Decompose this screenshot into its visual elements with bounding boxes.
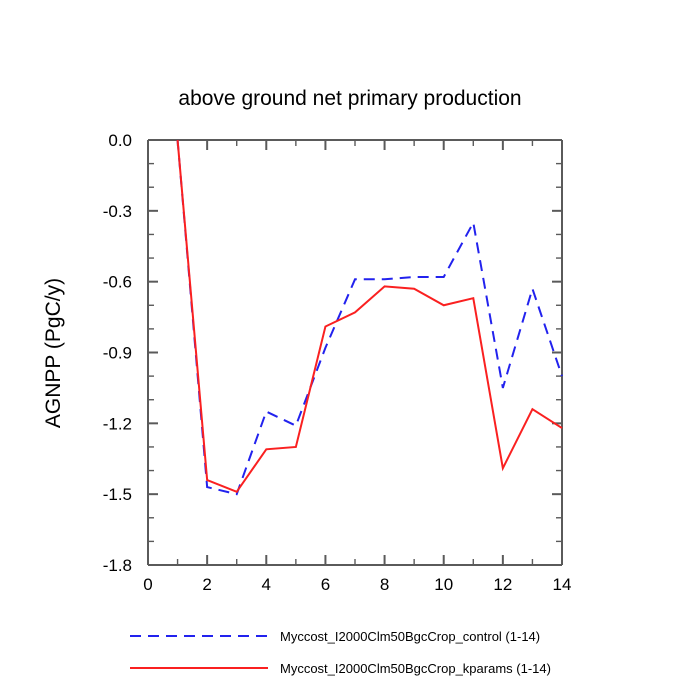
x-tick-label: 12 — [493, 575, 512, 594]
x-tick-label: 0 — [143, 575, 152, 594]
x-tick-label: 4 — [262, 575, 271, 594]
y-tick-label: -0.9 — [103, 344, 132, 363]
series-line-1 — [176, 139, 563, 494]
y-axis-ticks — [148, 139, 562, 566]
legend-label-1: Myccost_I2000Clm50BgcCrop_kparams (1-14) — [280, 661, 551, 676]
chart-title: above ground net primary production — [178, 87, 521, 110]
x-tick-label: 8 — [380, 575, 389, 594]
y-axis-label: AGNPP (PgC/y) — [42, 278, 65, 428]
y-axis-tick-labels: 0.0 -0.3 -0.6 -0.9 -1.2 -1.5 -1.8 — [103, 131, 132, 575]
x-tick-label: 2 — [202, 575, 211, 594]
x-tick-label: 6 — [321, 575, 330, 594]
legend-label-0: Myccost_I2000Clm50BgcCrop_control (1-14) — [280, 629, 540, 644]
chart-legend: Myccost_I2000Clm50BgcCrop_control (1-14)… — [130, 629, 551, 676]
x-axis-tick-labels: 0 2 4 6 8 10 12 14 — [143, 575, 571, 594]
y-tick-label: -1.8 — [103, 556, 132, 575]
y-tick-label: -0.6 — [103, 273, 132, 292]
y-tick-label: -0.3 — [103, 202, 132, 221]
x-tick-label: 14 — [553, 575, 572, 594]
y-tick-label: 0.0 — [108, 131, 132, 150]
series-line-0 — [176, 139, 563, 496]
data-series-layer — [176, 139, 563, 496]
plot-frame — [147, 139, 563, 566]
x-axis-ticks — [147, 140, 563, 565]
x-tick-label: 10 — [434, 575, 453, 594]
y-tick-label: -1.2 — [103, 414, 132, 433]
y-tick-label: -1.5 — [103, 485, 132, 504]
